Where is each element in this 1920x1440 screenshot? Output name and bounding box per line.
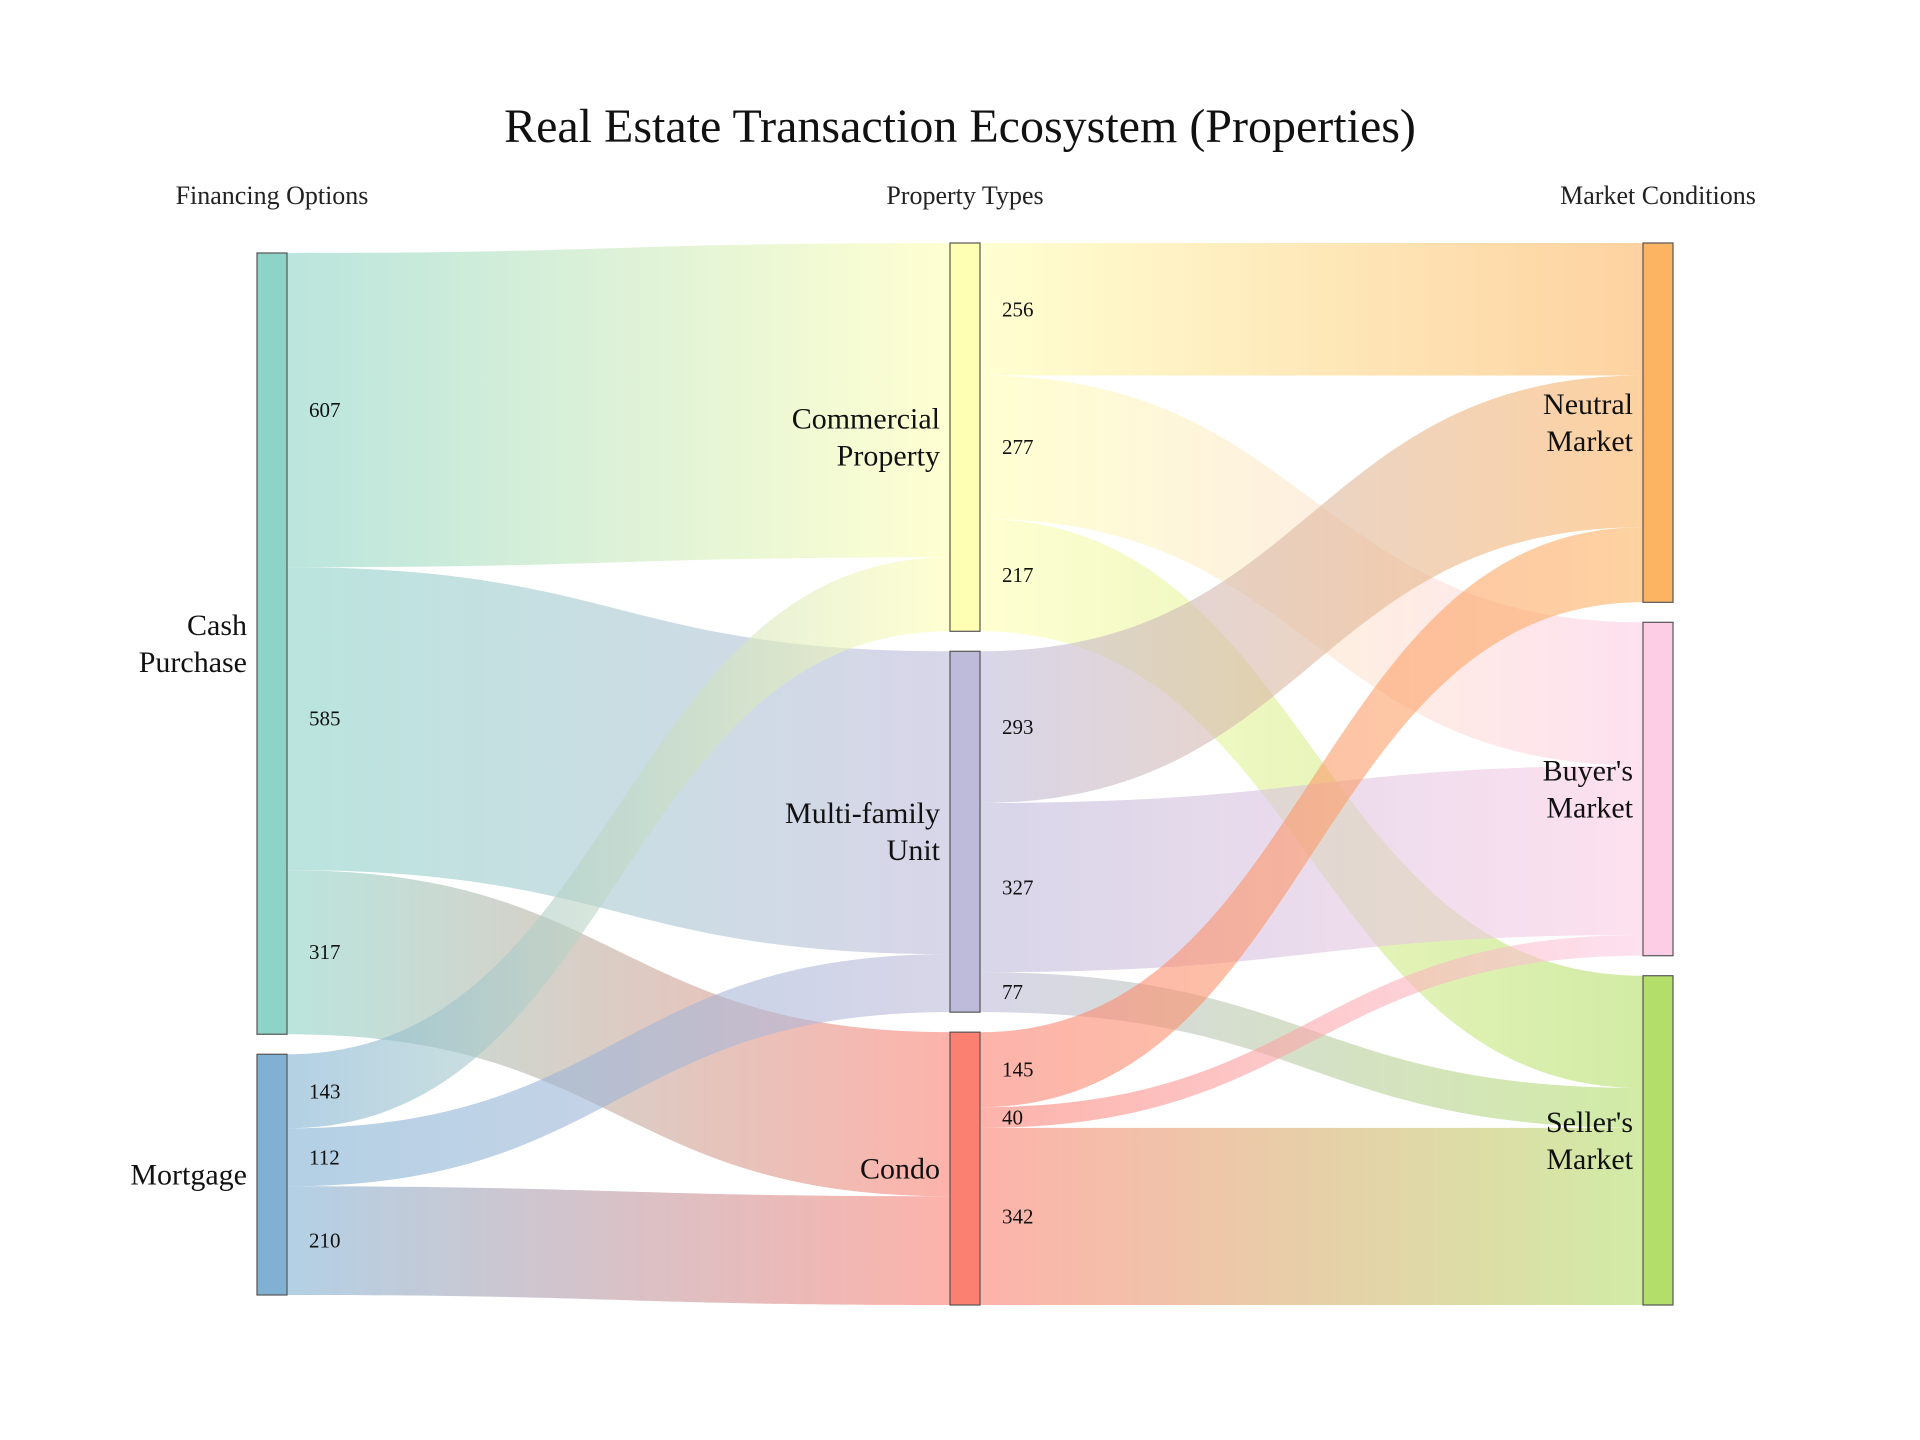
link-mortgage-to-multifamily — [287, 954, 950, 1187]
link-cash-to-commercial — [287, 243, 950, 568]
node-label-mortgage: Mortgage — [130, 1159, 247, 1192]
node-sellers — [1642, 975, 1674, 1306]
node-buyers — [1642, 621, 1674, 957]
link-condo-to-sellers — [980, 1127, 1643, 1305]
node-label-sellers: Seller's Market — [1546, 1106, 1634, 1176]
link-condo-to-neutral — [980, 527, 1643, 1108]
link-value-cash-to-commercial: 607 — [309, 398, 341, 422]
column-header-financing: Financing Options — [176, 181, 369, 210]
node-label-commercial: Commercial Property — [792, 403, 940, 473]
link-mortgage-to-commercial — [287, 557, 950, 1129]
link-multifamily-to-buyers — [980, 765, 1643, 973]
link-value-commercial-to-buyers: 277 — [1002, 435, 1034, 459]
node-label-cash: Cash Purchase — [139, 609, 247, 679]
link-value-commercial-to-neutral: 256 — [1002, 297, 1034, 321]
node-label-neutral: Neutral Market — [1543, 388, 1634, 458]
link-value-commercial-to-sellers: 217 — [1002, 563, 1034, 587]
link-value-cash-to-condo: 317 — [309, 940, 341, 964]
labels-layer: 607 585 317 143 112 210 256 277 217 293 327 77 145 40… — [130, 297, 1633, 1252]
link-multifamily-to-neutral — [980, 375, 1643, 803]
link-value-condo-to-neutral: 145 — [1002, 1058, 1034, 1082]
node-label-buyers: Buyer's Market — [1543, 755, 1634, 825]
node-commercial — [949, 242, 981, 632]
link-mortgage-to-condo — [287, 1186, 950, 1305]
link-value-condo-to-buyers: 40 — [1002, 1106, 1023, 1130]
link-value-cash-to-multifamily: 585 — [309, 707, 341, 731]
node-neutral — [1642, 242, 1674, 603]
links-layer — [287, 243, 1643, 1305]
node-cash — [256, 252, 288, 1035]
link-value-condo-to-sellers: 342 — [1002, 1204, 1034, 1228]
link-value-mortgage-to-condo: 210 — [309, 1229, 341, 1253]
node-label-multifamily: Multi-family Unit — [785, 797, 941, 867]
nodes-layer — [256, 242, 1674, 1306]
node-multifamily — [949, 650, 981, 1013]
link-condo-to-buyers — [980, 935, 1643, 1128]
chart-title: Real Estate Transaction Ecosystem (Prope… — [504, 100, 1416, 153]
link-value-multifamily-to-sellers: 77 — [1002, 980, 1023, 1004]
link-value-mortgage-to-commercial: 143 — [309, 1079, 341, 1103]
link-value-multifamily-to-neutral: 293 — [1002, 715, 1034, 739]
link-value-mortgage-to-multifamily: 112 — [309, 1145, 340, 1169]
link-cash-to-condo — [287, 870, 950, 1197]
column-header-property: Property Types — [886, 181, 1043, 210]
node-mortgage — [256, 1053, 288, 1296]
column-header-market: Market Conditions — [1560, 181, 1756, 210]
link-commercial-to-neutral — [980, 243, 1643, 376]
link-value-multifamily-to-buyers: 327 — [1002, 876, 1034, 900]
node-condo — [949, 1031, 981, 1306]
node-label-condo: Condo — [860, 1153, 940, 1186]
